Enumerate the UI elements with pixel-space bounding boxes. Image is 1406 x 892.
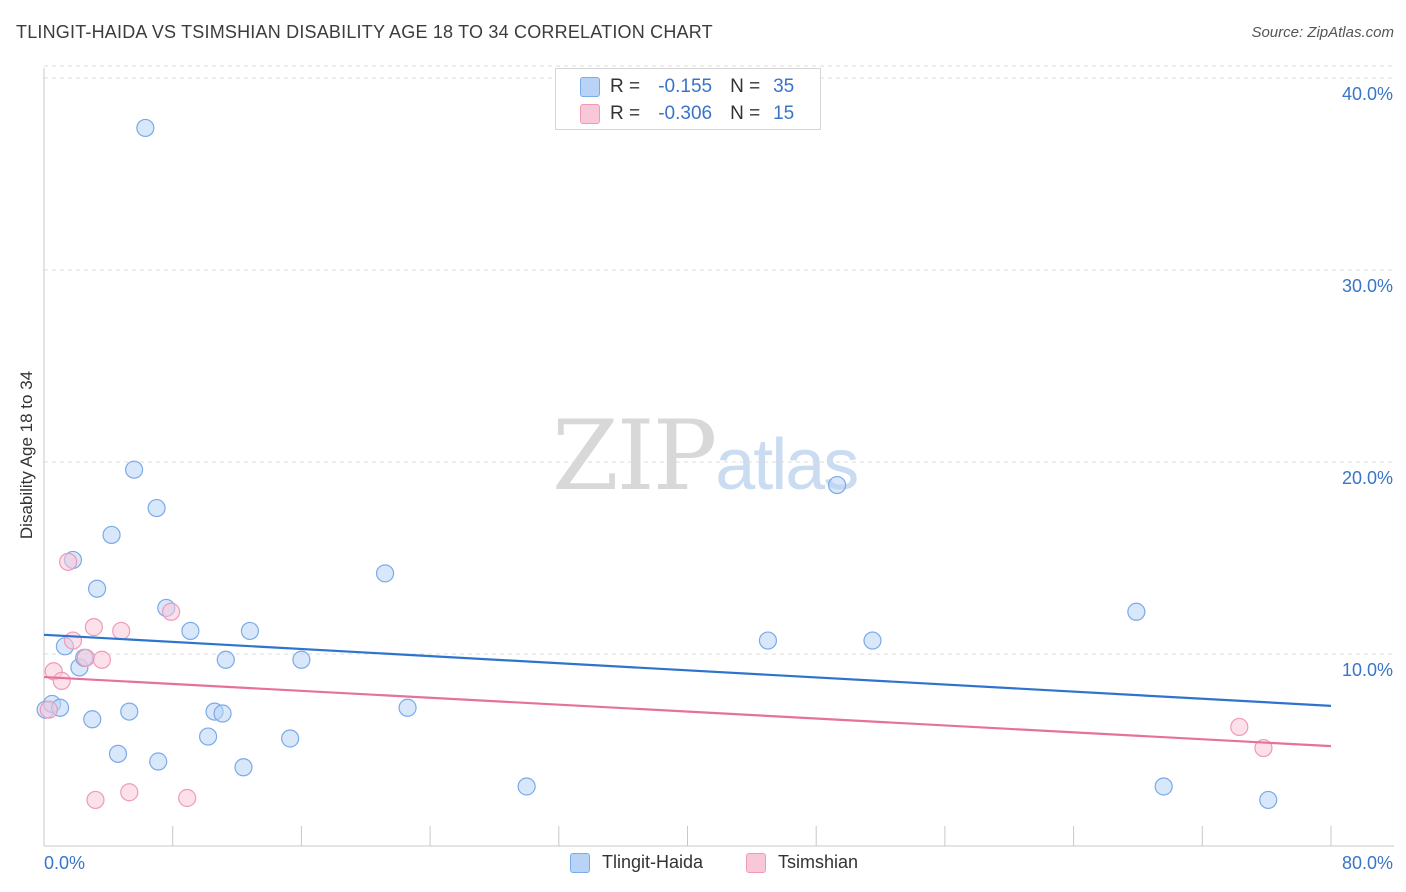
legend-item-tsimshian: Tsimshian [746,852,858,873]
point-tsimshian [112,621,131,641]
point-tsimshian [1230,717,1249,737]
point-tlingit-haida [83,710,102,729]
point-tlingit-haida [240,621,260,641]
point-tlingit-haida [1127,602,1146,621]
point-tsimshian [86,790,105,810]
legend-row-tlingit-haida: R = -0.155 N = 35 [580,75,794,99]
chart-title: TLINGIT-HAIDA VS TSIMSHIAN DISABILITY AG… [16,22,713,42]
point-tlingit-haida [1154,777,1173,796]
point-tlingit-haida [147,498,166,518]
point-tlingit-haida [120,702,139,721]
legend-label-tlingit-haida: Tlingit-Haida [602,852,704,872]
legend-r-label: R = [610,76,641,97]
point-tsimshian [76,648,95,667]
point-tsimshian [120,783,139,802]
point-tlingit-haida [108,744,128,763]
y-tick-label: 30.0% [1342,276,1393,296]
point-tlingit-haida [136,118,155,138]
legend-n-value: 15 [773,103,795,124]
legend-item-tlingit-haida: Tlingit-Haida [570,852,703,873]
series-legend: Tlingit-Haida Tsimshian [0,852,1406,876]
legend-swatch-tsimshian [580,104,600,124]
x-tick-label: 80.0% [1342,853,1393,873]
legend-r-label: R = [610,103,641,124]
point-tlingit-haida [281,729,300,748]
point-tlingit-haida [517,777,536,796]
point-tlingit-haida [758,631,778,650]
point-tlingit-haida [828,475,847,495]
watermark: ZIPatlas [552,400,859,512]
point-tlingit-haida [375,564,395,583]
trend-line-tlingit-haida [43,633,1332,707]
legend-n-value: 35 [773,76,795,97]
correlation-legend: R = -0.155 N = 35 R = -0.306 N = 15 [555,68,821,130]
y-tick-label: 40.0% [1342,84,1393,104]
trend-line-tsimshian [43,675,1332,748]
point-tsimshian [59,552,78,571]
legend-row-tsimshian: R = -0.306 N = 15 [580,102,794,126]
point-tsimshian [92,650,112,669]
source-label: Source: ZipAtlas.com [1251,24,1394,41]
legend-swatch-tlingit-haida [570,852,590,873]
point-tlingit-haida [198,727,218,746]
point-tsimshian [39,700,58,719]
point-tlingit-haida [181,621,200,641]
point-tlingit-haida [124,460,144,479]
legend-r-value: -0.155 [658,76,713,97]
legend-swatch-tsimshian [746,852,766,873]
point-tlingit-haida [863,631,882,650]
x-tick-label: 0.0% [44,853,85,873]
legend-n-label: N = [730,103,761,124]
point-tlingit-haida [149,752,168,771]
point-tsimshian [178,788,197,808]
y-tick-label: 20.0% [1342,468,1393,488]
point-tsimshian [63,631,83,650]
point-tlingit-haida [213,704,232,723]
point-tlingit-haida [234,758,253,777]
point-tlingit-haida [292,650,311,669]
legend-label-tsimshian: Tsimshian [778,852,859,872]
point-tlingit-haida [398,698,417,717]
point-tsimshian [52,671,71,690]
point-tlingit-haida [102,525,121,545]
point-tlingit-haida [87,579,107,598]
legend-n-label: N = [730,76,761,97]
legend-r-value: -0.306 [658,103,713,124]
legend-swatch-tlingit-haida [580,77,600,97]
watermark-zip: ZIP [552,400,717,512]
point-tsimshian [161,602,181,621]
point-tlingit-haida [1259,790,1278,810]
point-tsimshian [84,618,103,637]
point-tlingit-haida [216,650,235,669]
y-tick-label: 10.0% [1342,660,1393,680]
